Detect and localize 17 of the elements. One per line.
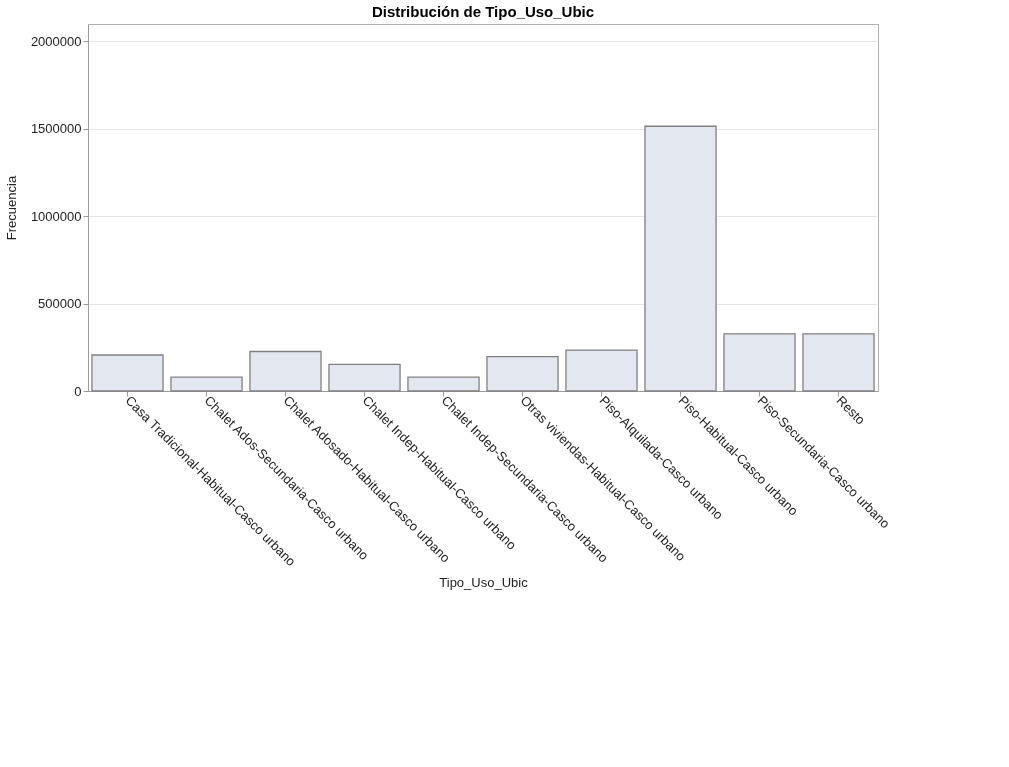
y-tick-label: 500000 <box>38 296 82 312</box>
chart-title: Distribución de Tipo_Uso_Ubic <box>371 3 595 20</box>
y-axis-title: Frecuencia <box>3 175 19 241</box>
bar <box>802 333 875 392</box>
bar <box>407 376 480 392</box>
x-axis-title: Tipo_Uso_Ubic <box>439 575 529 591</box>
bar <box>91 354 164 392</box>
bar <box>170 376 243 392</box>
bar <box>565 349 638 392</box>
bar <box>328 363 401 392</box>
y-tick-label: 0 <box>74 383 82 399</box>
bar <box>486 355 559 392</box>
y-tick-label: 1000000 <box>30 208 82 224</box>
y-tick-label: 1500000 <box>30 121 82 137</box>
bar <box>249 350 322 392</box>
y-tick-label: 2000000 <box>30 33 82 49</box>
bar <box>723 333 796 392</box>
